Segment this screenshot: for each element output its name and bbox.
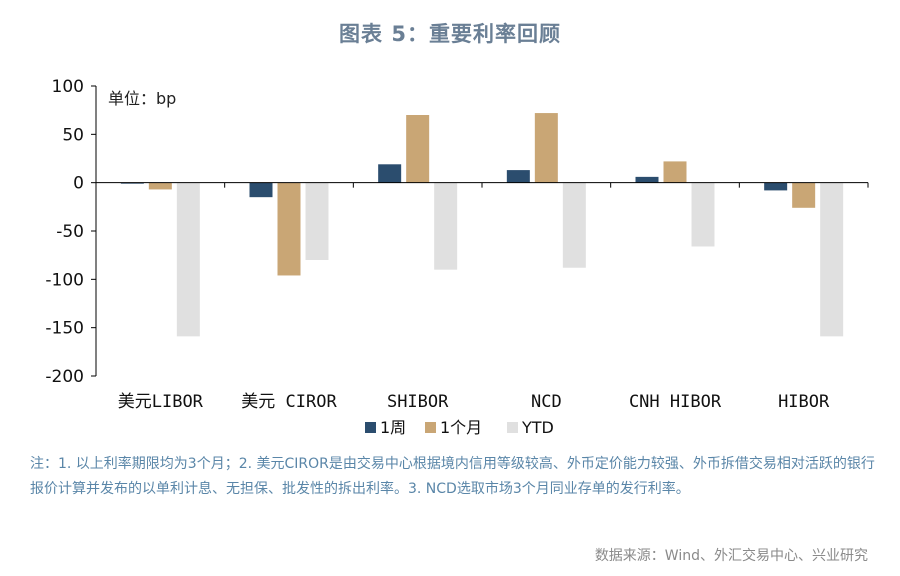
data-source: 数据来源：Wind、外汇交易中心、兴业研究 <box>594 548 868 564</box>
bar <box>764 182 788 191</box>
x-tick-label: HIBOR <box>778 392 830 412</box>
y-tick-label: -50 <box>56 222 84 242</box>
bar <box>434 182 458 270</box>
legend-label: 1个月 <box>440 418 482 437</box>
y-tick-label: -200 <box>45 367 84 387</box>
x-tick-label: CNH HIBOR <box>629 392 722 412</box>
legend-swatch <box>507 422 518 433</box>
bar <box>792 182 816 208</box>
y-tick-label: -100 <box>45 270 84 290</box>
legend: 1周 1个月 YTD <box>365 418 554 437</box>
bars <box>120 113 844 337</box>
bar <box>663 161 687 183</box>
bar <box>506 170 530 183</box>
bar <box>406 115 430 183</box>
x-tick-label: 美元LIBOR <box>118 392 204 412</box>
bar <box>305 182 329 260</box>
y-tick-label: 0 <box>73 174 84 194</box>
x-tick-label: 美元 CIROR <box>241 392 337 412</box>
bar <box>277 182 301 276</box>
bar <box>378 164 402 183</box>
x-tick-label: NCD <box>531 392 562 412</box>
bar <box>820 182 844 337</box>
bar-chart: 100 50 0 -50 -100 -150 -200 美元LIBOR 美元 CIROR SHI… <box>45 77 869 437</box>
legend-label: 1周 <box>380 418 406 437</box>
bar <box>249 182 273 198</box>
legend-swatch <box>425 422 436 433</box>
bar <box>534 113 558 183</box>
chart-title: 图表 5：重要利率回顾 <box>339 22 561 46</box>
x-axis: 美元LIBOR 美元 CIROR SHIBOR NCD CNH HIBOR HIBOR <box>95 182 869 412</box>
y-tick-label: -150 <box>45 319 84 339</box>
legend-label: YTD <box>521 418 554 437</box>
unit-label: 单位：bp <box>108 89 176 108</box>
bar <box>635 176 659 183</box>
y-tick-label: 100 <box>52 77 84 97</box>
bar <box>691 182 715 247</box>
y-axis: 100 50 0 -50 -100 -150 -200 <box>45 77 97 387</box>
bar <box>562 182 586 268</box>
x-tick-label: SHIBOR <box>387 392 449 412</box>
footnote: 注：1. 以上利率期限均为3个月；2. 美元CIROR是由交易中心根据境内信用等… <box>30 456 875 497</box>
bar <box>148 182 172 190</box>
y-tick-label: 50 <box>62 125 84 145</box>
legend-swatch <box>365 422 376 433</box>
bar <box>176 182 200 337</box>
